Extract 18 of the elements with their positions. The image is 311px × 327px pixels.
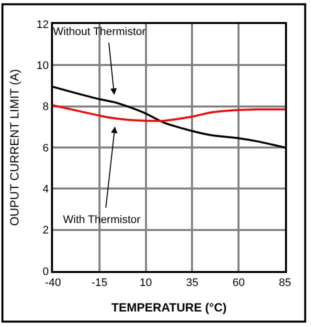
y-tick-label: 10 [36,60,49,72]
annotation: Without Thermistor [53,26,146,38]
x-tick-label: 85 [278,277,292,290]
y-tick-label: 4 [42,184,49,196]
x-tick-label: -40 [45,277,61,290]
y-tick-label: 8 [42,101,49,114]
y-tick-label: 12 [36,18,49,31]
annotation: With Thermistor [63,214,141,226]
x-tick-label: -15 [91,277,108,290]
x-tick-label: 35 [186,277,198,290]
x-axis-title: TEMPERATURE (°C) [111,300,227,315]
y-tick-label: 2 [42,224,49,237]
y-axis-title: OUPUT CURRENT LIMIT (A) [7,69,22,226]
y-tick-label: 0 [42,266,49,278]
x-tick-label: 10 [140,277,152,290]
x-tick-label: 60 [232,277,245,290]
line-series [53,104,285,122]
y-tick-label: 6 [42,142,49,154]
